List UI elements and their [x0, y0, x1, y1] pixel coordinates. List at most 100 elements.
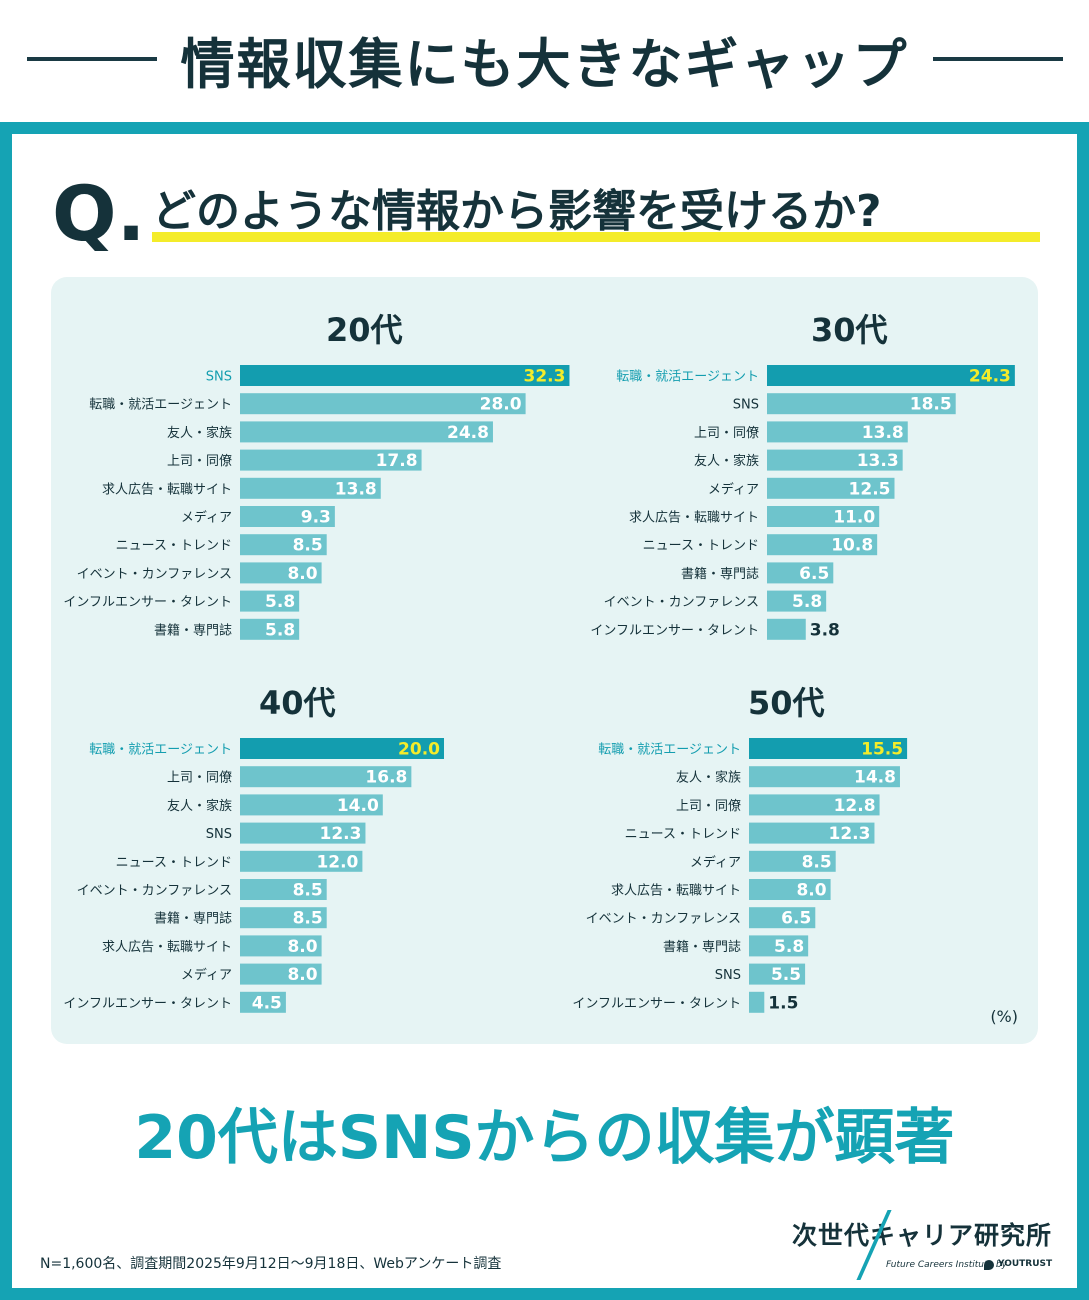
category-label: ニュース・トレンド — [643, 539, 759, 554]
bar — [749, 766, 900, 788]
value-label: 4.5 — [252, 993, 282, 1013]
logo-tagline: Future Careers Institute by — [886, 1260, 1007, 1270]
bar — [240, 907, 327, 929]
charts-panel: 20代 SNS 32.3 転職・就活エージェント 28.0 友人・家族 24.8 上司・同僚 1… — [51, 277, 1038, 1044]
bar — [767, 506, 880, 527]
category-label: SNS — [715, 968, 741, 983]
institute-logo: 次世代キャリア研究所 Future Careers Institute by Y… — [792, 1210, 1062, 1280]
value-label: 13.8 — [862, 423, 904, 443]
value-label: 13.8 — [335, 479, 377, 499]
bar — [240, 794, 383, 816]
value-label: 24.3 — [969, 367, 1011, 387]
bar — [240, 618, 300, 640]
bar — [240, 449, 422, 471]
category-label: 友人・家族 — [694, 453, 759, 469]
bar — [240, 963, 322, 985]
value-label: 14.8 — [854, 768, 896, 788]
category-label: ニュース・トレンド — [116, 539, 232, 554]
header-rule-left — [26, 57, 157, 61]
category-label: 友人・家族 — [167, 798, 232, 814]
value-label: 8.5 — [293, 536, 323, 556]
bar — [749, 822, 875, 844]
bar — [767, 590, 827, 612]
category-label: インフルエンサー・タレント — [63, 595, 232, 610]
category-label: 友人・家族 — [167, 425, 232, 441]
survey-footnote: N=1,600名、調査期間2025年9月12日〜9月18日、Webアンケート調査 — [40, 1256, 502, 1272]
value-label: 18.5 — [910, 395, 952, 415]
category-label: 求人広告・転職サイト — [102, 482, 232, 497]
value-label: 1.5 — [768, 993, 798, 1013]
category-label: 転職・就活エージェント — [89, 398, 232, 413]
question-mark: Q. — [52, 169, 146, 258]
bar — [240, 766, 412, 788]
page-title: 情報収集にも大きなギャップ — [180, 32, 909, 96]
bar — [749, 738, 908, 759]
bar — [767, 365, 1015, 386]
value-label: 15.5 — [861, 740, 903, 760]
value-label: 8.0 — [796, 881, 826, 901]
category-label: SNS — [733, 398, 759, 413]
category-label: イベント・カンファレンス — [77, 884, 232, 899]
question-highlight — [152, 232, 1040, 242]
value-label: 32.3 — [524, 367, 566, 387]
bar — [240, 590, 300, 612]
bar — [240, 562, 322, 584]
value-label: 12.0 — [316, 852, 358, 872]
bar — [749, 850, 836, 872]
value-label: 12.5 — [849, 479, 891, 499]
category-label: 友人・家族 — [676, 770, 741, 786]
chart-title: 20代 — [326, 311, 403, 349]
value-label: 13.3 — [857, 451, 899, 471]
bar — [240, 421, 493, 443]
value-label: 5.5 — [771, 965, 801, 985]
value-label: 11.0 — [833, 508, 875, 528]
bar — [749, 879, 831, 900]
category-label: SNS — [206, 370, 232, 385]
value-label: 3.8 — [810, 620, 840, 640]
category-label: 求人広告・転職サイト — [611, 884, 741, 899]
category-label: イベント・カンファレンス — [77, 567, 232, 582]
bar — [749, 935, 809, 957]
category-label: 転職・就活エージェント — [598, 743, 741, 758]
content-area: Q. どのような情報から影響を受けるか? 20代 SNS 32.3 転職・就活エージェ… — [12, 134, 1077, 1288]
value-label: 5.8 — [265, 620, 295, 640]
charts-svg: 20代 SNS 32.3 転職・就活エージェント 28.0 友人・家族 24.8 上司・同僚 1… — [63, 311, 1015, 1013]
chart-title: 30代 — [811, 311, 888, 349]
value-label: 24.8 — [447, 423, 489, 443]
value-label: 8.0 — [287, 564, 317, 584]
value-label: 8.5 — [293, 909, 323, 929]
bar — [767, 562, 834, 584]
category-label: 転職・就活エージェント — [89, 743, 232, 758]
category-label: メディア — [181, 967, 232, 983]
category-label: メディア — [690, 854, 741, 870]
category-label: 上司・同僚 — [694, 426, 759, 441]
youtrust-icon — [984, 1260, 994, 1270]
category-label: インフルエンサー・タレント — [590, 623, 759, 638]
category-label: 上司・同僚 — [676, 799, 741, 814]
category-label: 上司・同僚 — [167, 771, 232, 786]
category-label: SNS — [206, 827, 232, 842]
bar — [749, 907, 816, 929]
category-label: インフルエンサー・タレント — [63, 996, 232, 1011]
category-label: ニュース・トレンド — [116, 855, 232, 870]
category-label: イベント・カンファレンス — [604, 595, 759, 610]
bar — [749, 963, 806, 985]
value-label: 5.8 — [774, 937, 804, 957]
bar — [240, 991, 286, 1013]
category-label: 書籍・専門誌 — [663, 939, 741, 955]
chart-title: 50代 — [748, 684, 825, 722]
category-label: 求人広告・転職サイト — [629, 511, 759, 526]
bar — [240, 879, 327, 900]
value-label: 12.3 — [829, 824, 871, 844]
value-label: 28.0 — [480, 395, 522, 415]
bar — [767, 421, 908, 443]
value-label: 12.8 — [834, 796, 876, 816]
bar — [240, 935, 322, 957]
category-label: メディア — [181, 510, 232, 526]
value-label: 10.8 — [831, 536, 873, 556]
value-label: 6.5 — [799, 564, 829, 584]
value-label: 8.5 — [802, 852, 832, 872]
value-label: 17.8 — [376, 451, 418, 471]
value-label: 6.5 — [781, 909, 811, 929]
content-frame: Q. どのような情報から影響を受けるか? 20代 SNS 32.3 転職・就活エージェ… — [0, 122, 1089, 1300]
